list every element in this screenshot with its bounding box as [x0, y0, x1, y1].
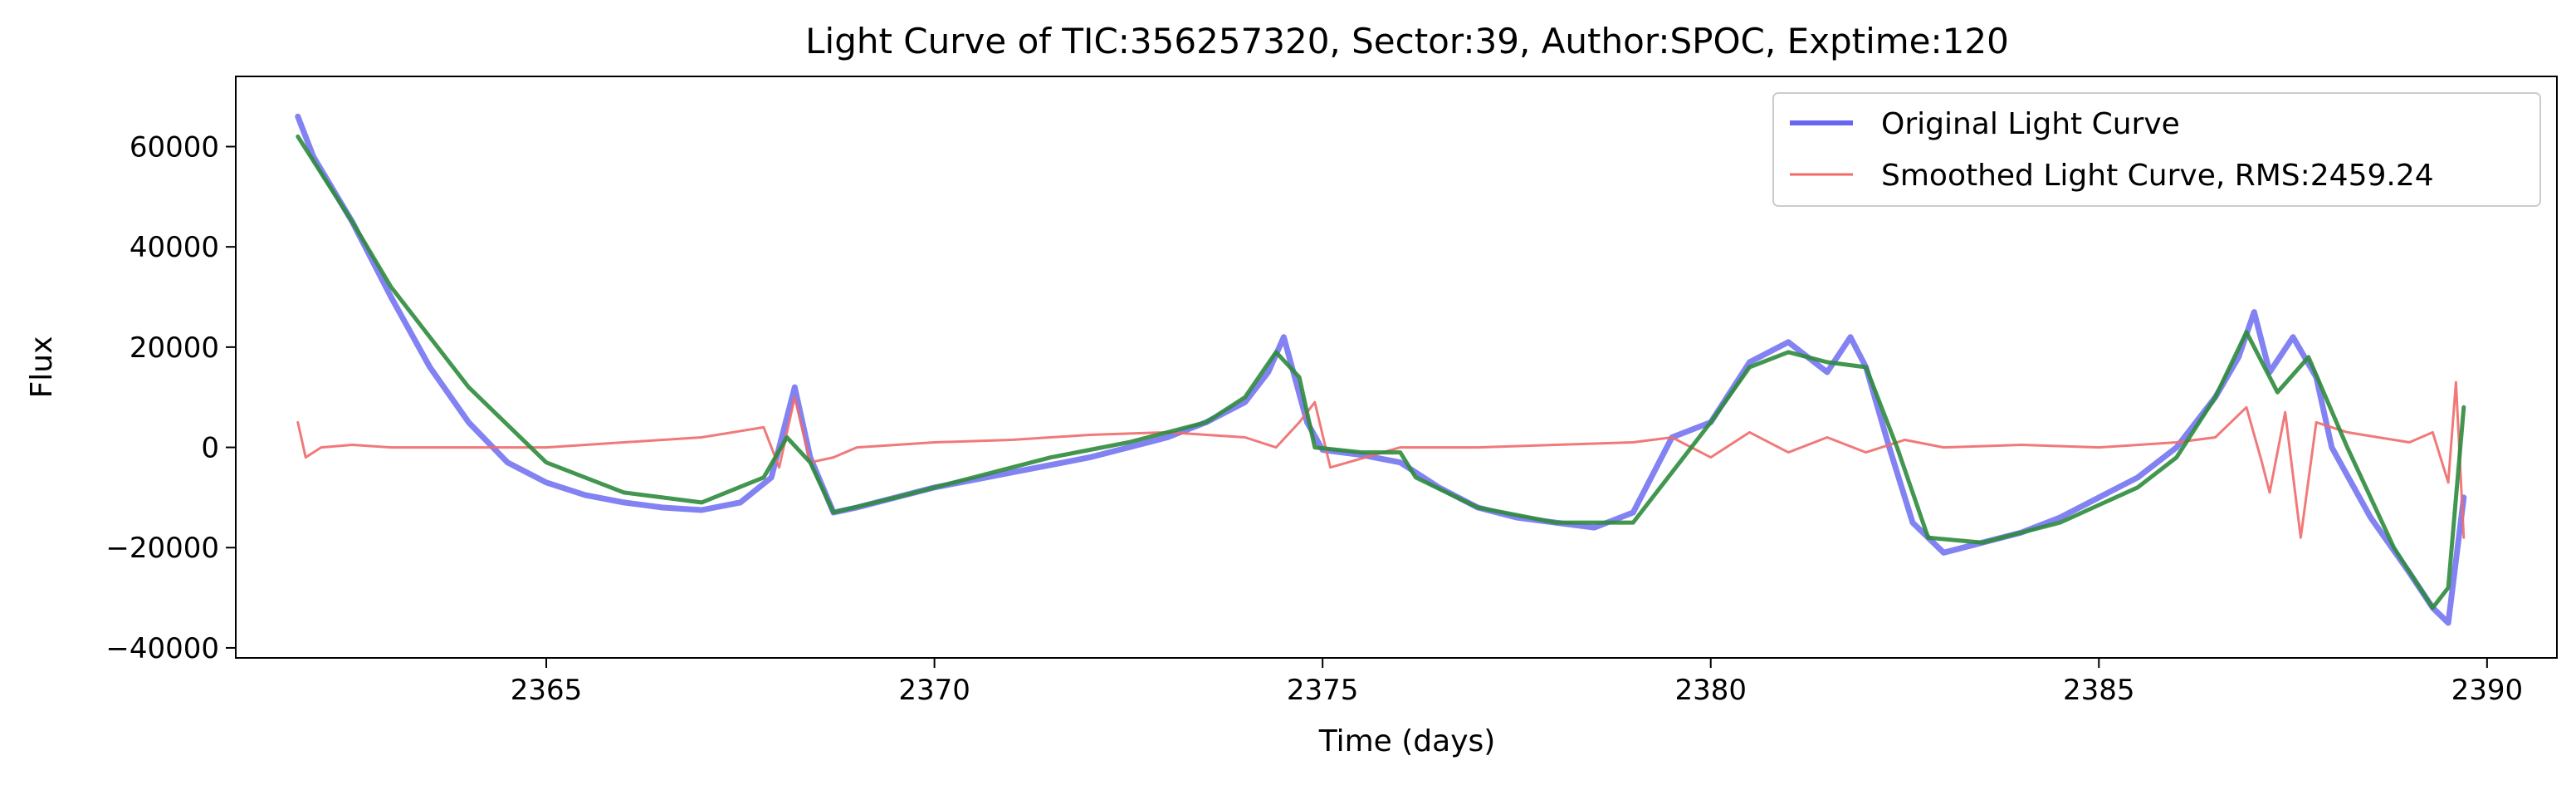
legend-label-smoothed: Smoothed Light Curve, RMS:2459.24 [1881, 159, 2434, 193]
y-tick-label: 20000 [130, 331, 219, 365]
x-tick-label: 2380 [1674, 674, 1747, 707]
x-tick-label: 2375 [1287, 674, 1359, 707]
y-tick-label: 60000 [130, 130, 219, 164]
y-tick-label: 0 [201, 432, 219, 465]
legend-label-original: Original Light Curve [1881, 107, 2180, 141]
x-axis-label: Time (days) [1318, 724, 1496, 758]
series-smoothed-line [296, 380, 2466, 539]
legend: Original Light Curve Smoothed Light Curv… [1772, 92, 2541, 207]
legend-box [1772, 92, 2541, 207]
chart-title: Light Curve of TIC:356257320, Sector:39,… [805, 21, 2009, 61]
y-axis-ticks: −40000 −20000 0 20000 40000 60000 [105, 130, 236, 665]
y-axis-label: Flux [25, 336, 59, 399]
x-tick-label: 2370 [898, 674, 970, 707]
series-fit-line [296, 134, 2466, 611]
x-tick-label: 2385 [2063, 674, 2135, 707]
x-tick-label: 2365 [511, 674, 583, 707]
x-axis-ticks: 2365 2370 2375 2380 2385 2390 [511, 658, 2523, 707]
y-tick-label: 40000 [130, 231, 219, 264]
series-layer [295, 113, 2467, 626]
y-tick-label: −40000 [105, 632, 219, 665]
plot-area-frame [235, 76, 2558, 659]
x-tick-label: 2390 [2451, 674, 2524, 707]
y-tick-label: −20000 [105, 532, 219, 565]
